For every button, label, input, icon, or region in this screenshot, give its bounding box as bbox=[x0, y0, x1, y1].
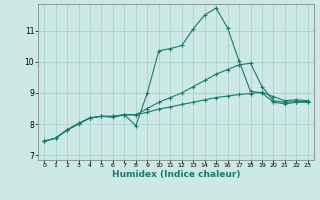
X-axis label: Humidex (Indice chaleur): Humidex (Indice chaleur) bbox=[112, 170, 240, 179]
